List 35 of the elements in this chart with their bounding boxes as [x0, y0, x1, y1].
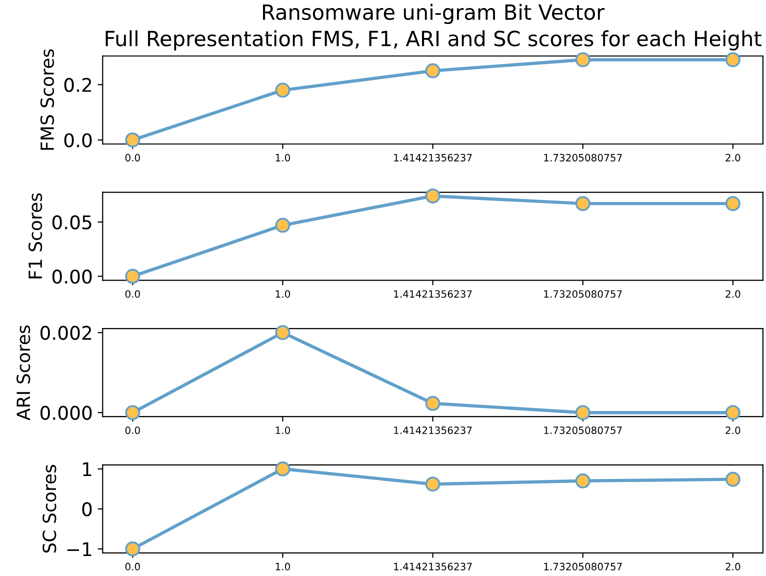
x-tick-label: 1.41421356237: [394, 562, 472, 570]
x-tick-label: 2.0: [726, 290, 740, 298]
x-tick-label: 1.73205080757: [544, 154, 622, 162]
x-tick-label: 0.0: [125, 290, 140, 298]
x-tick-label: 2.0: [726, 562, 740, 570]
y-tick-label: 0.0: [64, 133, 92, 148]
y-axis-title: FMS Scores: [40, 49, 54, 150]
x-tick-label: 1.0: [276, 562, 290, 570]
y-axis-title: SC Scores: [42, 464, 56, 553]
y-axis-title: ARI Scores: [16, 326, 30, 420]
chart-title: Ransomware uni-gram Bit Vector: [263, 4, 605, 24]
x-tick-label: 0.0: [125, 426, 140, 434]
x-tick-label: 0.0: [125, 562, 140, 570]
x-tick-label: 1.0: [276, 290, 290, 298]
y-tick-label: 1: [83, 462, 92, 476]
x-tick-label: 1.73205080757: [544, 562, 622, 570]
x-tick-label: 0.0: [125, 154, 140, 162]
y-tick-label: 0.000: [40, 406, 92, 420]
y-tick-label: 0.002: [40, 326, 92, 340]
x-tick-label: 2.0: [726, 426, 740, 434]
x-tick-label: 1.41421356237: [394, 154, 472, 162]
x-tick-label: 2.0: [726, 154, 740, 162]
y-tick-label: 0.00: [52, 269, 92, 284]
y-tick-label: 0.05: [52, 215, 92, 230]
x-tick-label: 1.73205080757: [544, 426, 622, 434]
x-tick-label: 1.0: [276, 154, 290, 162]
x-tick-label: 1.41421356237: [394, 426, 472, 434]
x-tick-label: 1.41421356237: [394, 290, 472, 298]
chart-subtitle: Full Representation FMS, F1, ARI and SC scores for each Height: [106, 30, 762, 50]
y-tick-label: −1: [67, 542, 92, 556]
x-tick-label: 1.0: [276, 426, 290, 434]
y-axis-title: F1 Scores: [28, 193, 42, 278]
y-tick-label: 0.2: [64, 78, 92, 92]
x-tick-label: 1.73205080757: [544, 290, 622, 298]
y-tick-label: 0: [82, 502, 92, 516]
